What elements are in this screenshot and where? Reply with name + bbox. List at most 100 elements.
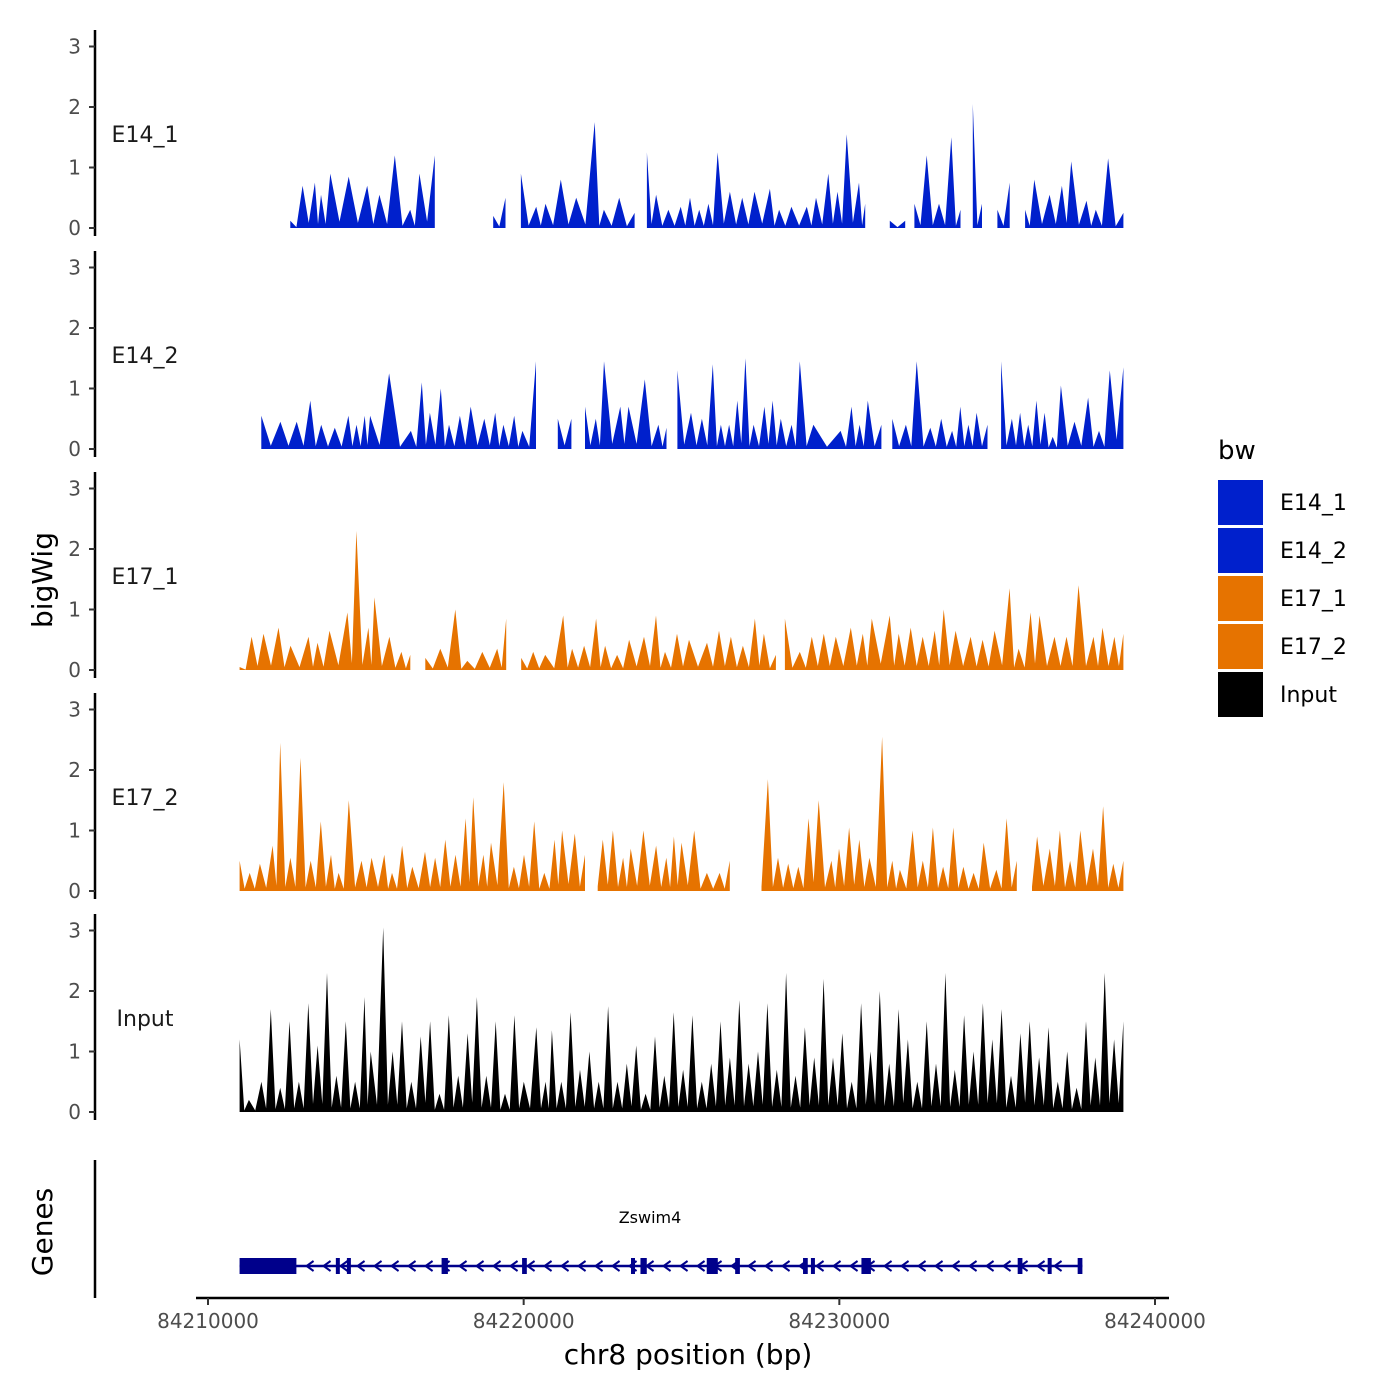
y-tick-label: 2: [68, 316, 81, 340]
signal-area: [493, 197, 506, 228]
y-tick-label: 2: [68, 537, 81, 561]
legend-swatch: [1218, 624, 1263, 669]
strand-arrow: [967, 1260, 978, 1272]
y-tick-label: 0: [68, 879, 81, 903]
strand-arrow: [593, 1260, 604, 1272]
signal-area: [1032, 806, 1124, 891]
signal-area: [239, 927, 1124, 1112]
gene-exon: [1017, 1258, 1023, 1274]
y-tick-label: 0: [68, 658, 81, 682]
x-tick-label: 84210000: [157, 1309, 259, 1333]
signal-area: [646, 134, 866, 228]
y-tick-label: 1: [68, 156, 81, 180]
strand-arrow: [933, 1260, 944, 1272]
strand-arrow: [610, 1260, 621, 1272]
strand-arrow: [831, 1260, 842, 1272]
strand-arrow: [542, 1260, 553, 1272]
x-tick-label: 84240000: [1104, 1309, 1206, 1333]
legend-swatch: [1218, 480, 1263, 525]
strand-arrow: [355, 1260, 366, 1272]
genes-panel: Zswim4: [93, 1160, 1083, 1298]
gene-exon: [441, 1258, 448, 1274]
y-tick-label: 1: [68, 1040, 81, 1064]
signal-area: [889, 220, 906, 228]
track-label: E14_1: [112, 123, 179, 148]
track-label: Input: [117, 1007, 174, 1032]
signal-area: [557, 418, 572, 449]
track-label: E14_2: [112, 344, 179, 369]
gene-exon: [522, 1258, 527, 1274]
x-axis-title: chr8 position (bp): [564, 1338, 813, 1371]
strand-arrow: [661, 1260, 672, 1272]
strand-arrow: [576, 1260, 587, 1272]
legend-title: bw: [1218, 436, 1256, 466]
signal-area: [261, 361, 536, 449]
legend-label: E14_1: [1280, 491, 1347, 516]
signal-area: [972, 104, 982, 228]
y-tick-label: 3: [68, 256, 81, 280]
signal-area: [520, 122, 635, 228]
strand-arrow: [814, 1260, 825, 1272]
track-e17-1: 0 1 2 3 E17_1: [68, 472, 1124, 682]
strand-arrow: [848, 1260, 859, 1272]
signal-area: [597, 830, 730, 891]
signal-area: [892, 361, 988, 449]
signal-area: [290, 155, 435, 228]
gene-exon: [335, 1258, 340, 1274]
gene-name-label: Zswim4: [619, 1208, 682, 1227]
genes-axis-title: Genes: [26, 1188, 59, 1276]
x-axis: 84210000 84220000 84230000 84240000: [157, 1296, 1206, 1333]
gene-exon: [810, 1258, 815, 1274]
track-label: E17_1: [112, 565, 179, 590]
strand-arrow: [389, 1260, 400, 1272]
gene-exon: [735, 1258, 740, 1274]
legend-label: E14_2: [1280, 539, 1347, 564]
strand-arrow: [406, 1260, 417, 1272]
gene-exon: [239, 1258, 297, 1274]
legend-label: E17_2: [1280, 635, 1347, 660]
gene-exon: [1077, 1258, 1083, 1274]
y-tick-label: 3: [68, 919, 81, 943]
gene-exon: [346, 1258, 351, 1274]
y-tick-label: 1: [68, 598, 81, 622]
legend-swatch: [1218, 528, 1263, 573]
x-tick-label: 84230000: [788, 1309, 890, 1333]
signal-area: [1001, 361, 1124, 449]
strand-arrow: [423, 1260, 434, 1272]
y-tick-label: 0: [68, 437, 81, 461]
gene-exon: [861, 1258, 871, 1274]
track-label: E17_2: [112, 786, 179, 811]
signal-area: [425, 609, 507, 670]
y-tick-label: 3: [68, 35, 81, 59]
strand-arrow: [1001, 1260, 1012, 1272]
gene-exon: [1047, 1258, 1052, 1274]
strand-arrow: [474, 1260, 485, 1272]
gene-exon: [803, 1258, 808, 1274]
strand-arrow: [695, 1260, 706, 1272]
strand-arrow: [950, 1260, 961, 1272]
strand-arrow: [882, 1260, 893, 1272]
signal-area: [761, 736, 1017, 891]
y-tick-label: 3: [68, 477, 81, 501]
signal-area: [677, 358, 882, 449]
legend-label: E17_1: [1280, 587, 1347, 612]
strand-arrow: [780, 1260, 791, 1272]
signal-area: [1025, 158, 1124, 228]
signal-area: [914, 137, 961, 228]
strand-arrow: [508, 1260, 519, 1272]
strand-arrow: [372, 1260, 383, 1272]
y-tick-label: 0: [68, 216, 81, 240]
strand-arrow: [559, 1260, 570, 1272]
signal-area: [997, 182, 1010, 228]
strand-arrow: [746, 1260, 757, 1272]
strand-arrow: [984, 1260, 995, 1272]
legend-swatch: [1218, 672, 1263, 717]
gene-exon: [630, 1258, 635, 1274]
strand-arrow: [525, 1260, 536, 1272]
legend-label: Input: [1280, 683, 1337, 708]
legend-swatch: [1218, 576, 1263, 621]
y-tick-label: 1: [68, 819, 81, 843]
signal-area: [585, 361, 667, 449]
strand-arrow: [338, 1260, 349, 1272]
